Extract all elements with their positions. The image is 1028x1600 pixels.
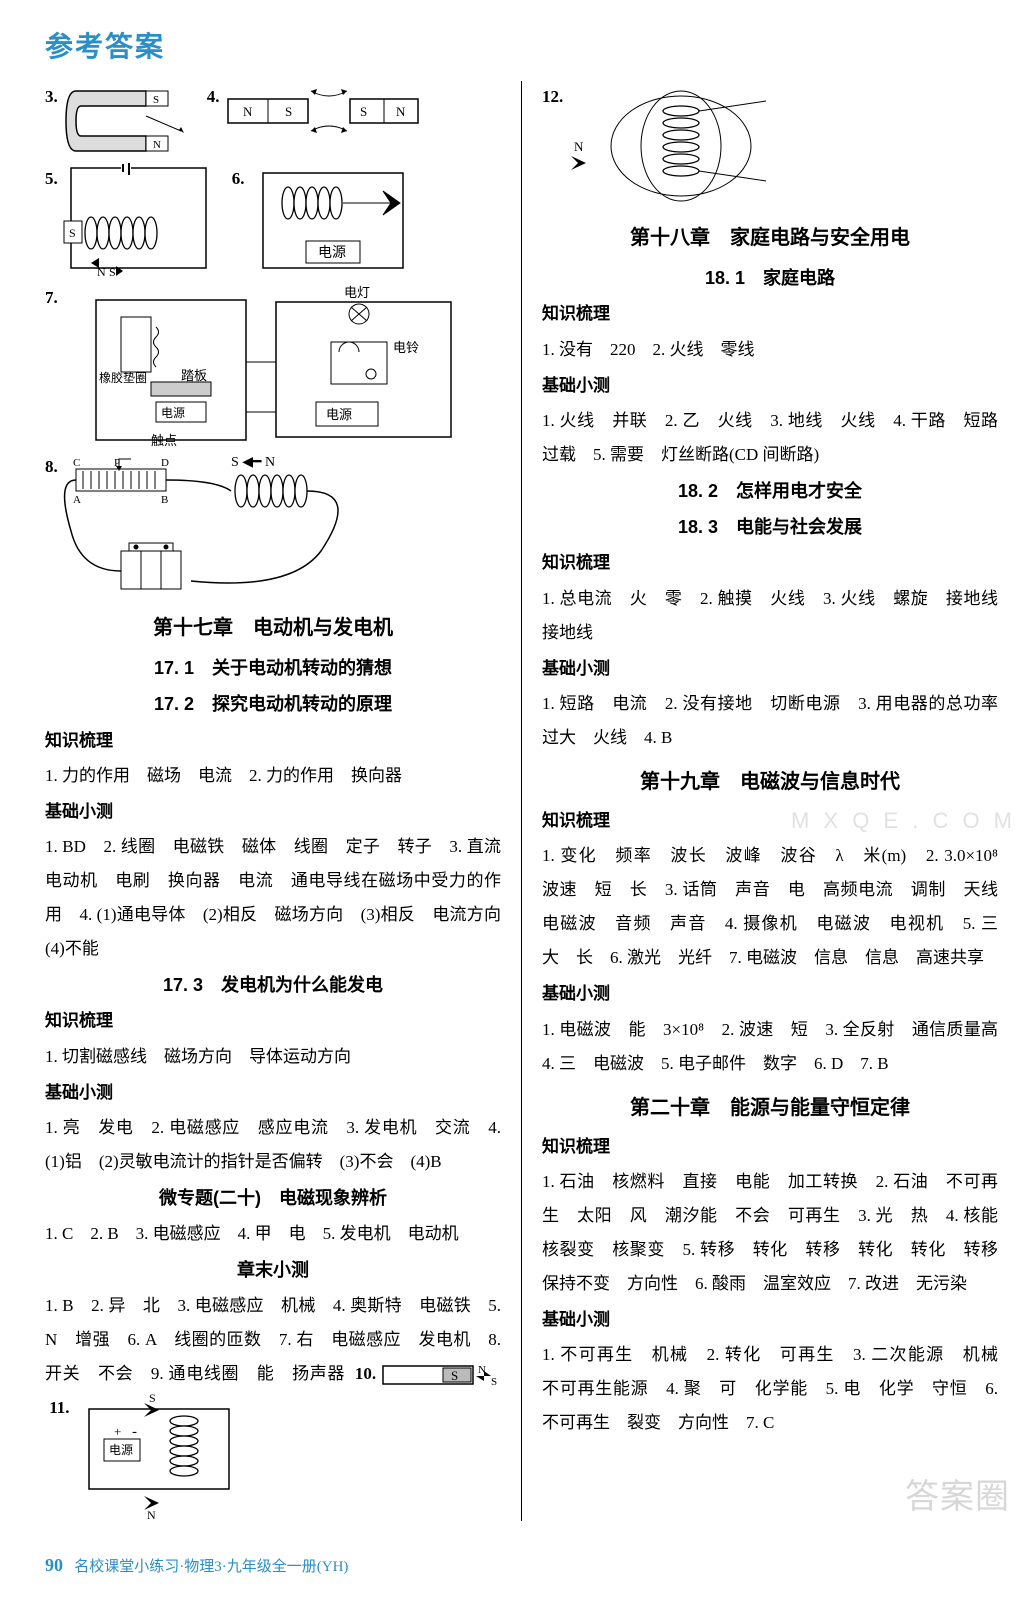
jichu-header-20: 基础小测 <box>542 1304 998 1336</box>
svg-text:N: N <box>243 104 253 119</box>
zhishi-text-20: 1. 石油 核燃料 直接 电能 加工转换 2. 石油 不可再生 太阳 风 潮汐能… <box>542 1165 998 1301</box>
section-18-3: 18. 3 电能与社会发展 <box>542 510 998 544</box>
zhishi-text-18b: 1. 总电流 火 零 2. 触摸 火线 3. 火线 螺旋 接地线 接地线 <box>542 582 998 650</box>
svg-text:电源: 电源 <box>318 245 346 261</box>
diagram-8-rheostat-battery-coil: S ◀━ N CPD AB <box>61 451 461 601</box>
label-6: 6. <box>232 163 245 195</box>
svg-text:S: S <box>360 104 367 119</box>
wei-text: 1. C 2. B 3. 电磁感应 4. 甲 电 5. 发电机 电动机 <box>45 1217 501 1251</box>
page-title: 参考答案 <box>45 20 998 73</box>
watermark-mxqe: M X Q E . C O M <box>791 800 1016 842</box>
zhishi-text-2: 1. 切割磁感线 磁场方向 导体运动方向 <box>45 1040 501 1074</box>
section-18-2: 18. 2 怎样用电才安全 <box>542 474 998 508</box>
jichu-text-20: 1. 不可再生 机械 2. 转化 可再生 3. 二次能源 机械 不可再生能源 4… <box>542 1338 998 1440</box>
svg-text:N: N <box>396 104 406 119</box>
diagram-row-3-4: 3. S N 4. N S S N <box>45 81 501 159</box>
jichu-text-18: 1. 火线 并联 2. 乙 火线 3. 地线 火线 4. 干路 短路 过载 5.… <box>542 404 998 472</box>
section-17-1: 17. 1 关于电动机转动的猜想 <box>45 651 501 685</box>
jichu-text-18b: 1. 短路 电流 2. 没有接地 切断电源 3. 用电器的总功率过大 火线 4.… <box>542 687 998 755</box>
diagram-5-solenoid-circuit: S N S <box>61 163 216 278</box>
chapter-18-title: 第十八章 家庭电路与安全用电 <box>542 219 998 257</box>
svg-text:N: N <box>574 139 584 154</box>
jichu-header-19: 基础小测 <box>542 978 998 1010</box>
svg-text:电源: 电源 <box>161 406 185 420</box>
svg-text:电源: 电源 <box>109 1443 133 1457</box>
diagram-12-solenoid-field: N <box>566 81 786 211</box>
diagram-6-solenoid-box: 电源 <box>248 163 418 278</box>
diagram-row-8: 8. S ◀━ N CPD AB <box>45 451 501 601</box>
svg-text:N: N <box>97 265 106 278</box>
svg-text:A: A <box>73 494 81 506</box>
diagram-row-12: 12. N <box>542 81 998 211</box>
diagram-11-coil-circuit: S 电源 +- N <box>74 1391 244 1521</box>
diagram-row-5-6: 5. S N S <box>45 163 501 278</box>
jichu-text-2: 1. 亮 发电 2. 电磁感应 感应电流 3. 发电机 交流 4. (1)铝 (… <box>45 1111 501 1179</box>
svg-text:S: S <box>149 1391 156 1405</box>
svg-text:S: S <box>285 104 292 119</box>
svg-text:C: C <box>73 457 80 469</box>
zhishi-header-20: 知识梳理 <box>542 1131 998 1163</box>
svg-text:N: N <box>153 139 161 151</box>
svg-text:橡胶垫圈: 橡胶垫圈 <box>99 370 147 385</box>
svg-text:S ◀━ N: S ◀━ N <box>231 455 275 470</box>
diagram-3-horseshoe-magnet: S N <box>61 81 191 159</box>
zhishi-text-19: 1. 变化 频率 波长 波峰 波谷 λ 米(m) 2. 3.0×10⁸ 波速 短… <box>542 839 998 975</box>
mini-topic-20: 微专题(二十) 电磁现象辨析 <box>45 1181 501 1215</box>
svg-text:电灯: 电灯 <box>344 285 370 300</box>
section-17-2: 17. 2 探究电动机转动的原理 <box>45 687 501 721</box>
chapter-17-title: 第十七章 电动机与发电机 <box>45 609 501 647</box>
label-5: 5. <box>45 163 58 195</box>
diagram-7-alarm-circuit: 电灯 电铃 电源 橡胶垫圈 踏板 电源 触点 <box>61 282 461 447</box>
svg-text:-: - <box>132 1424 137 1440</box>
jichu-header-18: 基础小测 <box>542 370 998 402</box>
svg-text:S: S <box>153 94 159 106</box>
svg-text:+: + <box>114 1424 121 1439</box>
zhishi-text-1: 1. 力的作用 磁场 电流 2. 力的作用 换向器 <box>45 759 501 793</box>
zhishi-text-18: 1. 没有 220 2. 火线 零线 <box>542 333 998 367</box>
jichu-text-19: 1. 电磁波 能 3×10⁸ 2. 波速 短 3. 全反射 通信质量高 4. 三… <box>542 1013 998 1081</box>
svg-text:S: S <box>491 1376 497 1387</box>
svg-text:S: S <box>451 1368 458 1383</box>
label-7: 7. <box>45 282 58 314</box>
svg-text:D: D <box>161 457 169 469</box>
watermark-answer-circle: 答案圈 <box>905 1465 1010 1530</box>
page-number: 90 <box>45 1555 63 1575</box>
svg-text:触点: 触点 <box>151 433 177 447</box>
svg-text:电源: 电源 <box>326 407 352 422</box>
jichu-header-1: 基础小测 <box>45 796 501 828</box>
svg-text:电铃: 电铃 <box>393 340 419 355</box>
svg-text:B: B <box>161 494 168 506</box>
column-divider <box>521 81 522 1521</box>
section-18-1: 18. 1 家庭电路 <box>542 261 998 295</box>
jichu-text-1: 1. BD 2. 线圈 电磁铁 磁体 线圈 定子 转子 3. 直流电动机 电刷 … <box>45 830 501 966</box>
svg-text:踏板: 踏板 <box>181 368 207 383</box>
label-3: 3. <box>45 81 58 113</box>
label-8: 8. <box>45 451 58 483</box>
label-4: 4. <box>207 81 220 113</box>
svg-text:S: S <box>109 265 116 278</box>
footer-text: 名校课堂小练习·物理3·九年级全一册(YH) <box>74 1559 348 1575</box>
jichu-header-2: 基础小测 <box>45 1077 501 1109</box>
zhishi-header-2: 知识梳理 <box>45 1005 501 1037</box>
label-12: 12. <box>542 81 563 113</box>
zhangmo-text: 1. B 2. 异 北 3. 电磁感应 机械 4. 奥斯特 电磁铁 5. N 增… <box>45 1289 501 1521</box>
svg-text:N: N <box>147 1508 156 1521</box>
zhishi-header-1: 知识梳理 <box>45 725 501 757</box>
chapter-20-title: 第二十章 能源与能量守恒定律 <box>542 1089 998 1127</box>
left-column: 3. S N 4. N S S N <box>45 81 501 1521</box>
section-17-3: 17. 3 发电机为什么能发电 <box>45 968 501 1002</box>
svg-text:S: S <box>69 226 76 240</box>
zhishi-header-18: 知识梳理 <box>542 298 998 330</box>
chapter-19-title: 第十九章 电磁波与信息时代 <box>542 763 998 801</box>
page-footer: 90 名校课堂小练习·物理3·九年级全一册(YH) <box>45 1548 348 1582</box>
diagram-row-7: 7. 电灯 电铃 电源 橡胶垫圈 踏板 电源 <box>45 282 501 447</box>
jichu-header-18b: 基础小测 <box>542 653 998 685</box>
chapter-end-test: 章末小测 <box>45 1253 501 1287</box>
diagram-10-bar-magnet: S N S <box>381 1363 501 1387</box>
zhishi-header-18b: 知识梳理 <box>542 547 998 579</box>
diagram-4-two-magnets: N S S N <box>223 81 423 141</box>
